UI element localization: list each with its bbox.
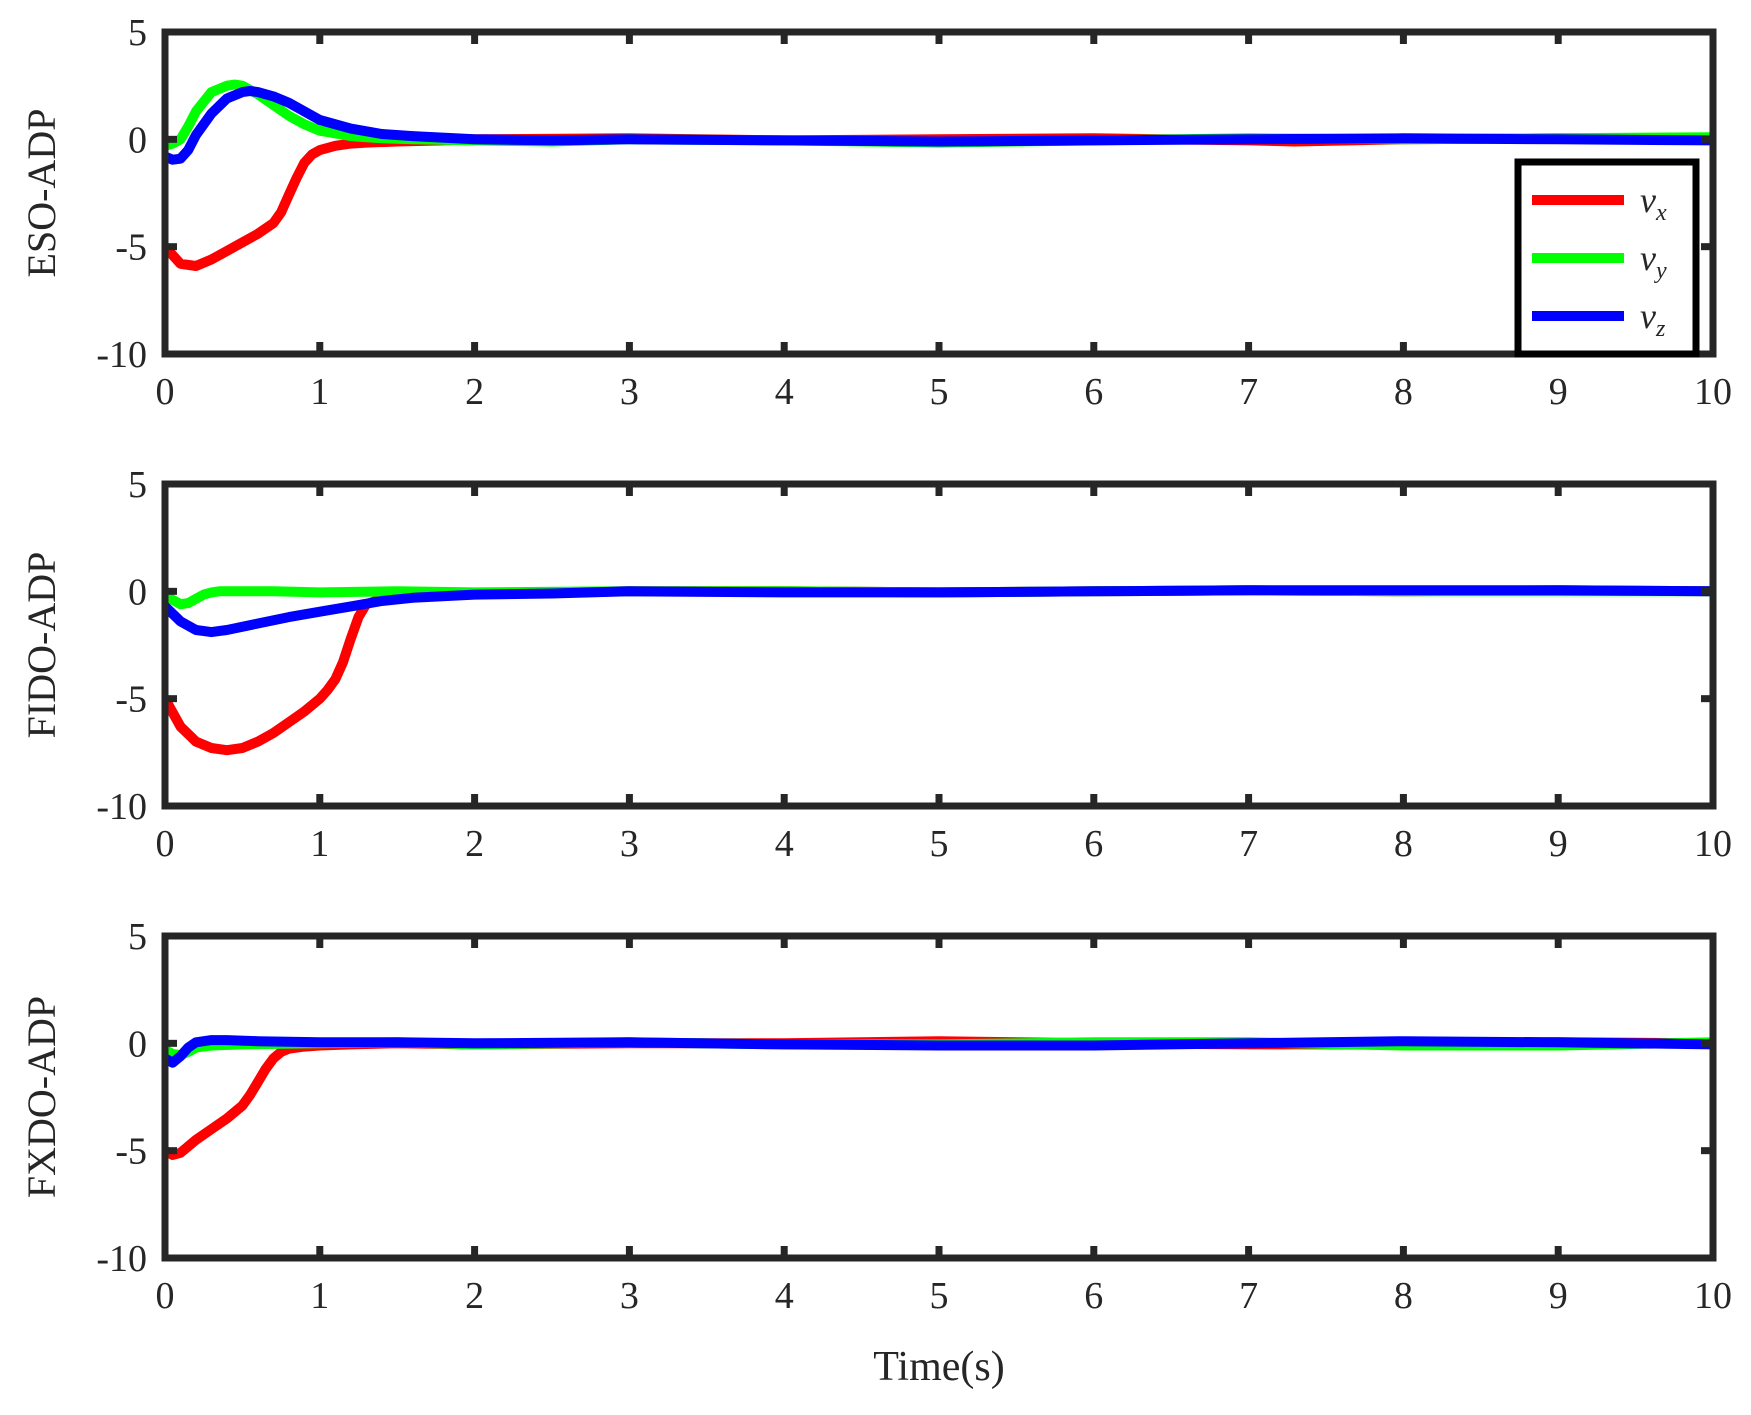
- x-tick-label: 6: [1084, 1275, 1103, 1317]
- series-line-vz: [165, 86, 1713, 165]
- panel-1: 0 1 2 3 4 5 6 7 8 9 10 5 0 -5 -10 ESO-ADP: [19, 12, 1732, 413]
- x-tick-label: 9: [1549, 823, 1568, 865]
- x-tick-label: 5: [930, 823, 949, 865]
- y-tick-label: 5: [128, 12, 147, 54]
- series-line-vx: [165, 1036, 1713, 1160]
- y-tick-label: -10: [96, 1238, 147, 1280]
- axes-frame: [161, 28, 1717, 358]
- series-line-vz: [165, 1035, 1713, 1068]
- x-tick-label: 3: [620, 1275, 639, 1317]
- x-tick-label: 6: [1084, 823, 1103, 865]
- x-tick-label: 1: [310, 823, 329, 865]
- series-line-vx: [165, 585, 1713, 756]
- legend-label: vy: [1640, 238, 1667, 284]
- y-tick-label: -10: [96, 786, 147, 828]
- y-tick-label: -10: [96, 334, 147, 376]
- x-tick-label: 2: [465, 1275, 484, 1317]
- x-tick-label: 10: [1694, 371, 1732, 413]
- series-line-vx: [165, 133, 1713, 271]
- y-tick-label: 5: [128, 916, 147, 958]
- x-tick-label: 0: [156, 823, 175, 865]
- x-tick-label: 2: [465, 823, 484, 865]
- axes-frame: [161, 480, 1717, 810]
- x-tick-label: 10: [1694, 1275, 1732, 1317]
- x-tick-label: 10: [1694, 823, 1732, 865]
- x-tick-label: 8: [1394, 1275, 1413, 1317]
- legend-label: vx: [1640, 180, 1667, 226]
- y-tick-label: 0: [128, 119, 147, 161]
- y-tick-label: -5: [115, 679, 147, 721]
- panel-2: 0 1 2 3 4 5 6 7 8 9 10 5 0 -5 -10 FIDO-ADP: [19, 464, 1732, 865]
- x-tick-label: 1: [310, 371, 329, 413]
- x-tick-label: 7: [1239, 1275, 1258, 1317]
- y-tick-label: 0: [128, 571, 147, 613]
- x-tick-label: 1: [310, 1275, 329, 1317]
- series-line-vz: [165, 585, 1713, 638]
- axes-frame: [161, 932, 1717, 1262]
- x-tick-label: 4: [775, 1275, 794, 1317]
- panel-3: 0 1 2 3 4 5 6 7 8 9 10 5 0 -5 -10 FXDO-ADP: [19, 916, 1732, 1317]
- y-axis-label: FIDO-ADP: [19, 552, 64, 739]
- y-tick-label: -5: [115, 227, 147, 269]
- x-tick-label: 0: [156, 1275, 175, 1317]
- x-tick-label: 4: [775, 823, 794, 865]
- legend-label: vz: [1640, 296, 1666, 342]
- x-tick-label: 4: [775, 371, 794, 413]
- x-tick-label: 8: [1394, 371, 1413, 413]
- y-tick-label: 5: [128, 464, 147, 506]
- y-tick-label: 0: [128, 1023, 147, 1065]
- x-tick-label: 3: [620, 371, 639, 413]
- x-tick-label: 5: [930, 1275, 949, 1317]
- y-axis-label: FXDO-ADP: [19, 996, 64, 1198]
- x-tick-label: 7: [1239, 823, 1258, 865]
- x-tick-label: 7: [1239, 371, 1258, 413]
- legend: vx vy vz: [1514, 158, 1700, 358]
- x-tick-label: 9: [1549, 371, 1568, 413]
- x-tick-label: 3: [620, 823, 639, 865]
- x-tick-label: 6: [1084, 371, 1103, 413]
- x-tick-label: 0: [156, 371, 175, 413]
- x-tick-label: 5: [930, 371, 949, 413]
- y-tick-label: -5: [115, 1131, 147, 1173]
- y-axis-label: ESO-ADP: [19, 109, 64, 278]
- x-axis-label: Time(s): [873, 1344, 1004, 1390]
- x-tick-label: 9: [1549, 1275, 1568, 1317]
- x-tick-label: 8: [1394, 823, 1413, 865]
- x-tick-label: 2: [465, 371, 484, 413]
